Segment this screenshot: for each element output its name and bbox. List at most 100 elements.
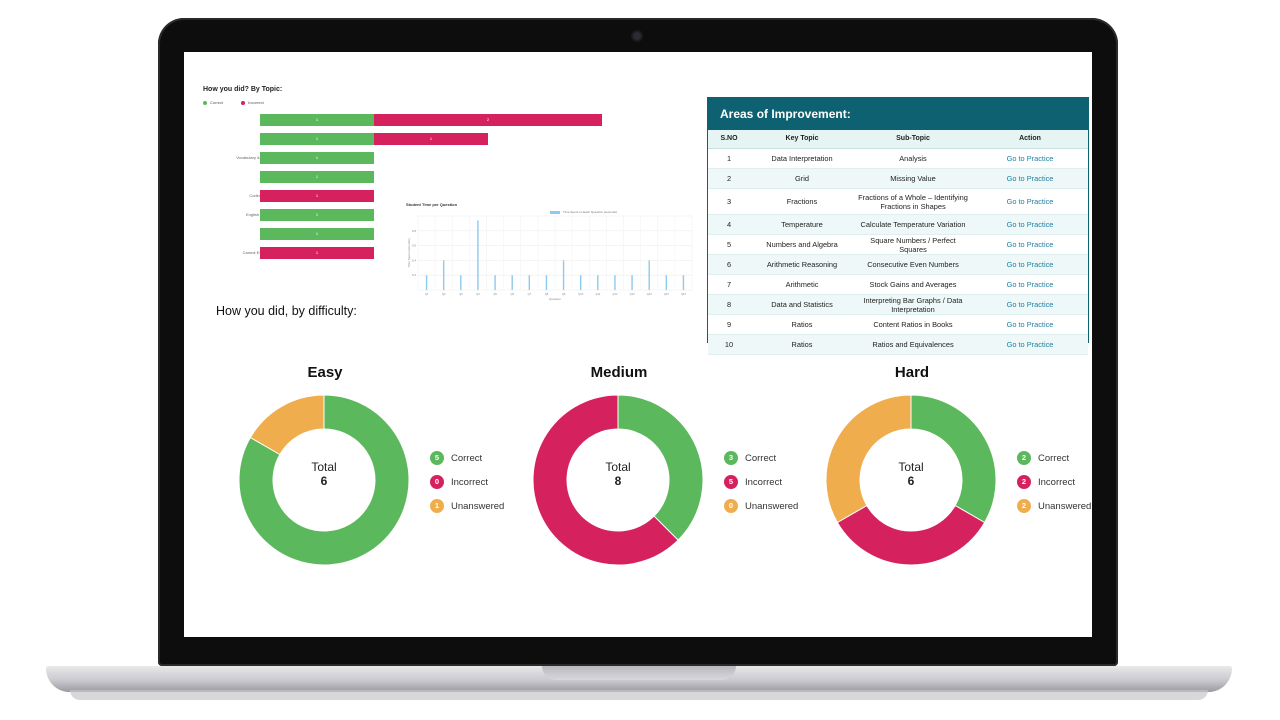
legend-item-unanswered: 1 Unanswered: [430, 494, 504, 518]
time-bar: [528, 275, 531, 290]
legend-item-incorrect: 5 Incorrect: [724, 470, 798, 494]
go-to-practice-link[interactable]: Go to Practice: [1006, 320, 1054, 329]
camera-icon: [633, 32, 641, 40]
topic-bar-incorrect: 1: [260, 190, 374, 202]
table-row: 7 Arithmetic Stock Gains and Averages Go to…: [708, 275, 1088, 295]
row-key-topic: Arithmetic: [785, 280, 819, 289]
time-chart-svg: 0.2 0.4 0.6 0.8 Q1 Q2 Q3 Q4 Q5 Q6 Q7 Q8 Q9 Q10 Q11 Q12 Q…: [407, 215, 693, 301]
count-badge: 0: [430, 475, 444, 489]
time-chart-legend: Time Spent on Each Question (seconds): [550, 210, 617, 214]
row-sub-topic: Calculate Temperature Variation: [860, 220, 966, 229]
row-key-topic: Ratios: [791, 340, 813, 349]
topic-chart-legend: Correct Incorrect: [203, 100, 264, 105]
count-badge: 3: [724, 451, 738, 465]
time-bar: [425, 275, 428, 290]
row-sub-topic: Consecutive Even Numbers: [867, 260, 959, 269]
legend-label: Correct: [745, 452, 777, 464]
x-tick-label: Q5: [493, 292, 497, 296]
row-sno: 7: [726, 280, 732, 289]
y-tick-label: 0.6: [412, 244, 417, 248]
count-badge: 2: [1017, 475, 1031, 489]
col-action: Action: [1019, 135, 1041, 142]
topic-row: English Vocabulary1: [184, 209, 614, 221]
row-sub-topic: Analysis: [899, 154, 927, 163]
x-tick-label: Q4: [476, 292, 480, 296]
table-row: 6 Arithmetic Reasoning Consecutive Even Nu…: [708, 255, 1088, 275]
x-tick-label: Q16: [681, 292, 686, 296]
row-sub-topic: Interpreting Bar Graphs / Data Interpret…: [863, 295, 963, 314]
laptop-base-shadow: [70, 690, 1208, 700]
row-key-topic: Data Interpretation: [771, 154, 833, 163]
donut-total-label: Total: [605, 460, 631, 474]
topic-bar-correct: 1: [260, 171, 374, 183]
row-sub-topic: Missing Value: [890, 174, 936, 183]
table-row: 5 Numbers and Algebra Square Numbers / Per…: [708, 235, 1088, 255]
count-badge: 2: [1017, 451, 1031, 465]
x-tick-label: Q6: [510, 292, 514, 296]
legend-item-incorrect: 0 Incorrect: [430, 470, 504, 494]
time-bar: [597, 275, 599, 290]
donut-title: Easy: [307, 364, 343, 381]
x-tick-label: Q9: [562, 292, 566, 296]
time-bar: [631, 275, 633, 290]
topic-bar-correct: 1: [260, 114, 374, 126]
row-sno: 4: [726, 220, 732, 229]
donut-slice-correct: [238, 394, 410, 566]
count-badge: 1: [430, 499, 444, 513]
donut-slice-incorrect: [836, 504, 986, 566]
go-to-practice-link[interactable]: Go to Practice: [1006, 300, 1054, 309]
row-key-topic: Temperature: [781, 220, 823, 229]
time-bar: [614, 275, 616, 290]
table-row: 2 Grid Missing Value Go to Practice: [708, 169, 1088, 189]
table-row: 8 Data and Statistics Interpreting Bar Gra…: [708, 295, 1088, 315]
donut-total: Total 8: [532, 460, 704, 488]
donut-total-label: Total: [311, 460, 337, 474]
time-bar: [579, 275, 582, 290]
go-to-practice-link[interactable]: Go to Practice: [1006, 220, 1054, 229]
time-bar: [442, 260, 445, 290]
col-sno: S.NO: [720, 135, 738, 142]
donut-slice-unanswered: [825, 394, 912, 524]
dashboard-screen: How you did? By Topic: Correct Incorrect…: [184, 52, 1092, 637]
go-to-practice-link[interactable]: Go to Practice: [1006, 260, 1054, 269]
legend-incorrect: Incorrect: [241, 100, 264, 105]
col-key-topic: Key Topic: [785, 135, 819, 142]
x-tick-label: Q10: [578, 292, 583, 296]
count-badge: 5: [724, 475, 738, 489]
legend-item-unanswered: 0 Unanswered: [724, 494, 798, 518]
x-tick-label: Q8: [545, 292, 549, 296]
go-to-practice-link[interactable]: Go to Practice: [1006, 174, 1054, 183]
x-tick-label: Q3: [459, 292, 463, 296]
topic-bar-correct: 1: [260, 133, 374, 145]
go-to-practice-link[interactable]: Go to Practice: [1006, 240, 1054, 249]
x-tick-label: Q13: [630, 292, 635, 296]
time-bar: [494, 275, 496, 290]
topic-row: Vocabulary & Reasoning 1: [184, 152, 614, 164]
go-to-practice-link[interactable]: Go to Practice: [1006, 340, 1054, 349]
donut-slice-correct: [910, 394, 997, 524]
go-to-practice-link[interactable]: Go to Practice: [1006, 154, 1054, 163]
donut-total-value: 8: [614, 474, 622, 488]
donut-slice-correct: [617, 394, 704, 541]
go-to-practice-link[interactable]: Go to Practice: [1006, 280, 1054, 289]
donut-legend: 2 Correct 2 Incorrect 2 Unanswered: [1017, 446, 1091, 518]
time-bar: [511, 275, 513, 290]
count-badge: 5: [430, 451, 444, 465]
go-to-practice-link[interactable]: Go to Practice: [1006, 197, 1054, 206]
table-row: 9 Ratios Content Ratios in Books Go to Prac…: [708, 315, 1088, 335]
donut-slice-incorrect: [532, 394, 679, 566]
donut-total: Total 6: [238, 460, 410, 488]
row-sub-topic: Ratios and Equivalences: [872, 340, 954, 349]
topic-row: Analogies11: [184, 133, 614, 145]
legend-correct: Correct: [203, 100, 223, 105]
donut-slice-unanswered: [249, 394, 325, 456]
row-key-topic: Arithmetic Reasoning: [766, 260, 838, 269]
y-tick-label: 0.2: [412, 273, 417, 277]
topic-bar-correct: 1: [260, 209, 374, 221]
row-key-topic: Ratios: [791, 320, 813, 329]
row-key-topic: Numbers and Algebra: [766, 240, 838, 249]
row-sub-topic: Fractions of a Whole – Identifying Fract…: [858, 192, 968, 211]
legend-item-correct: 2 Correct: [1017, 446, 1091, 470]
laptop-notch: [542, 666, 736, 680]
topic-row: Vocabulary12: [184, 114, 614, 126]
